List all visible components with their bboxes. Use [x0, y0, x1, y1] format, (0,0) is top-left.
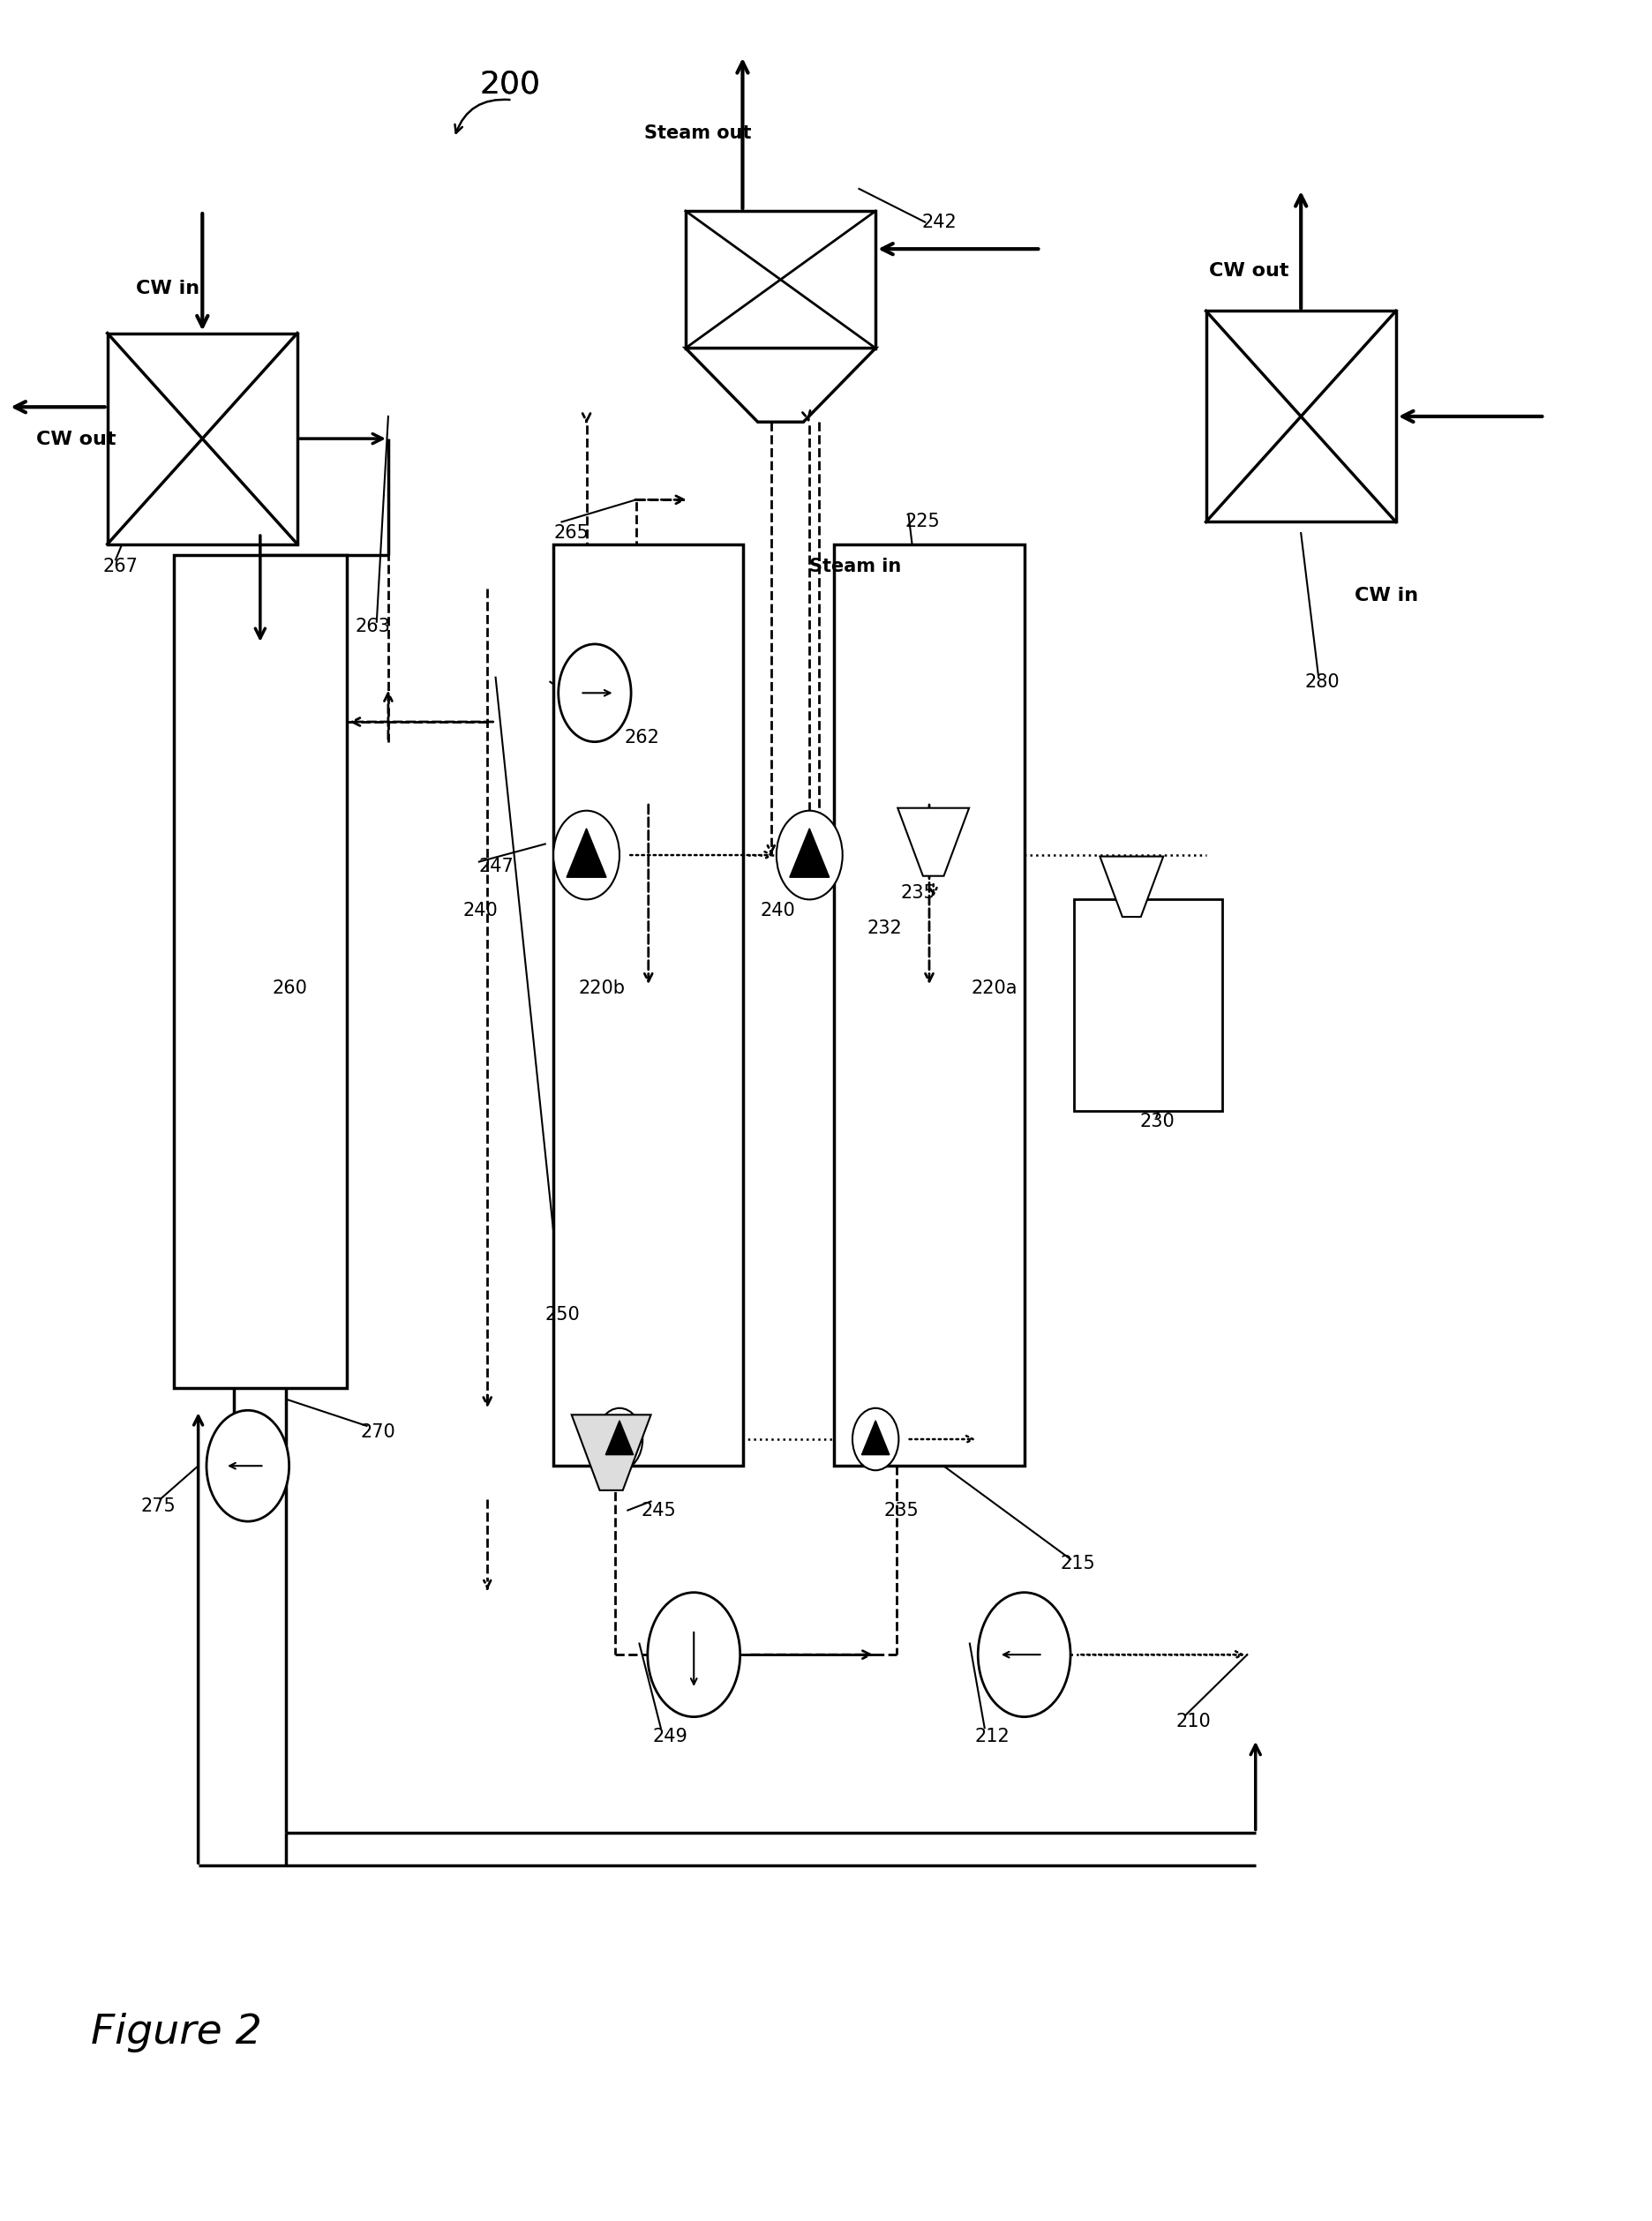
- Text: 210: 210: [1176, 1712, 1211, 1730]
- Bar: [553, 544, 743, 1466]
- Text: CW in: CW in: [135, 280, 200, 298]
- Bar: [107, 333, 297, 544]
- Text: 247: 247: [479, 857, 514, 875]
- Text: CW out: CW out: [36, 431, 116, 449]
- Text: 263: 263: [355, 617, 390, 635]
- Text: 230: 230: [1140, 1113, 1175, 1130]
- Circle shape: [776, 811, 843, 900]
- Text: Figure 2: Figure 2: [91, 2012, 263, 2052]
- Text: 242: 242: [922, 213, 957, 231]
- Circle shape: [596, 1408, 643, 1470]
- Text: 249: 249: [653, 1728, 687, 1746]
- Bar: [834, 544, 1024, 1466]
- Text: 240: 240: [760, 902, 795, 919]
- Text: 240: 240: [463, 902, 497, 919]
- Text: Steam in: Steam in: [809, 557, 902, 575]
- Circle shape: [978, 1592, 1070, 1717]
- Circle shape: [206, 1410, 289, 1521]
- Text: 245: 245: [641, 1501, 676, 1519]
- Text: CW out: CW out: [1209, 262, 1289, 280]
- Text: 262: 262: [624, 728, 659, 746]
- Text: 225: 225: [905, 513, 940, 531]
- Text: 270: 270: [360, 1424, 395, 1441]
- Text: 265: 265: [553, 524, 588, 542]
- Polygon shape: [606, 1421, 633, 1455]
- Text: 220b: 220b: [578, 979, 624, 997]
- Bar: [686, 211, 876, 349]
- Circle shape: [648, 1592, 740, 1717]
- Text: 200: 200: [479, 69, 540, 100]
- Polygon shape: [686, 349, 876, 422]
- Text: 215: 215: [1061, 1555, 1095, 1572]
- Text: 232: 232: [867, 919, 902, 937]
- Polygon shape: [790, 828, 829, 877]
- Bar: [1206, 311, 1396, 522]
- Polygon shape: [567, 828, 606, 877]
- Text: 250: 250: [545, 1306, 580, 1324]
- Polygon shape: [1100, 857, 1163, 917]
- Bar: [173, 555, 347, 1388]
- Bar: [1074, 900, 1222, 1110]
- Circle shape: [852, 1408, 899, 1470]
- Text: 267: 267: [102, 557, 137, 575]
- Text: 235: 235: [884, 1501, 919, 1519]
- Text: 280: 280: [1305, 673, 1340, 691]
- Circle shape: [558, 644, 631, 742]
- Text: Steam out: Steam out: [644, 124, 752, 142]
- Text: 212: 212: [975, 1728, 1009, 1746]
- Text: CW in: CW in: [1355, 586, 1419, 604]
- Polygon shape: [862, 1421, 889, 1455]
- Text: 260: 260: [273, 979, 307, 997]
- Circle shape: [553, 811, 620, 900]
- Text: 235: 235: [900, 884, 935, 902]
- Text: 200: 200: [479, 69, 540, 100]
- Polygon shape: [572, 1415, 651, 1490]
- Text: 220a: 220a: [971, 979, 1018, 997]
- Text: 275: 275: [140, 1497, 175, 1515]
- Polygon shape: [897, 808, 970, 875]
